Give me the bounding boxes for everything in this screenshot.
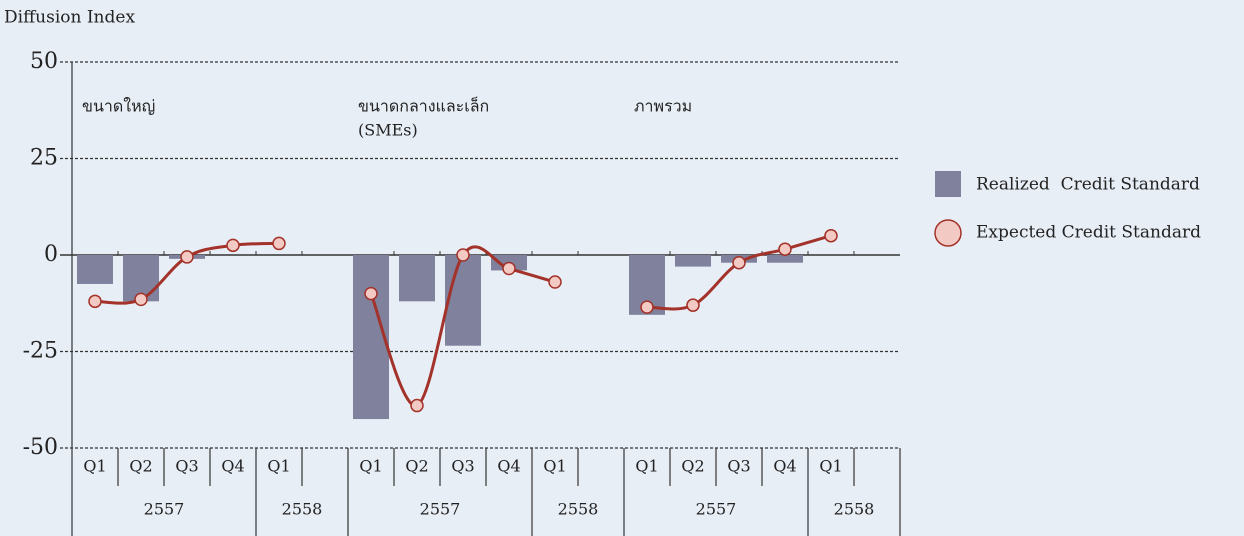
legend-label: Realized Credit Standard [976,175,1200,195]
point [778,242,792,256]
y-tick-label: -25 [23,339,58,364]
legend-label: Expected Credit Standard [976,223,1201,243]
year-label: 2558 [834,500,875,519]
year-label: 2557 [420,500,461,519]
x-tick-label: Q2 [129,457,152,476]
panel-title: ขนาดกลางและเล็ก [358,96,489,116]
x-tick-label: Q4 [497,457,520,476]
x-tick-label: Q1 [635,457,658,476]
point [456,248,470,262]
legend-swatch [934,219,962,247]
point [686,298,700,312]
x-tick-label: Q1 [83,457,106,476]
y-tick-label: 0 [44,242,58,267]
point [134,292,148,307]
point [732,255,746,270]
bar [767,255,803,263]
panel-title: (SMEs) [358,121,418,140]
x-tick-label: Q1 [267,457,290,476]
point [364,286,378,301]
y-tick-label: 50 [30,49,58,74]
point [410,398,424,413]
x-tick-label: Q2 [405,457,428,476]
x-tick-label: Q4 [221,457,244,476]
year-label: 2558 [282,500,323,519]
x-tick-label: Q3 [451,457,474,476]
y-tick-label: 25 [30,146,58,171]
point [272,236,286,251]
x-tick-label: Q3 [175,457,198,476]
line [646,234,832,311]
year-label: 2558 [558,500,599,519]
point [226,238,240,253]
point [548,275,562,289]
year-label: 2557 [696,500,737,519]
x-tick-label: Q1 [819,457,842,476]
point [502,261,516,276]
point [180,250,194,264]
panel-title: ภาพรวม [634,97,692,116]
y-tick-label: -50 [23,435,58,460]
year-label: 2557 [144,500,185,519]
bar [675,255,711,267]
y-axis-label: Diffusion Index [4,8,135,28]
legend-swatch [935,171,961,197]
point [824,228,838,243]
x-tick-label: Q1 [543,457,566,476]
bar [77,255,113,284]
x-tick-label: Q1 [359,457,382,476]
x-tick-label: Q4 [773,457,796,476]
bar [399,255,435,302]
x-tick-label: Q3 [727,457,750,476]
panel-title: ขนาดใหญ่ [82,97,155,116]
x-tick-label: Q2 [681,457,704,476]
point [88,294,102,309]
bar [445,255,481,346]
point [640,300,654,314]
